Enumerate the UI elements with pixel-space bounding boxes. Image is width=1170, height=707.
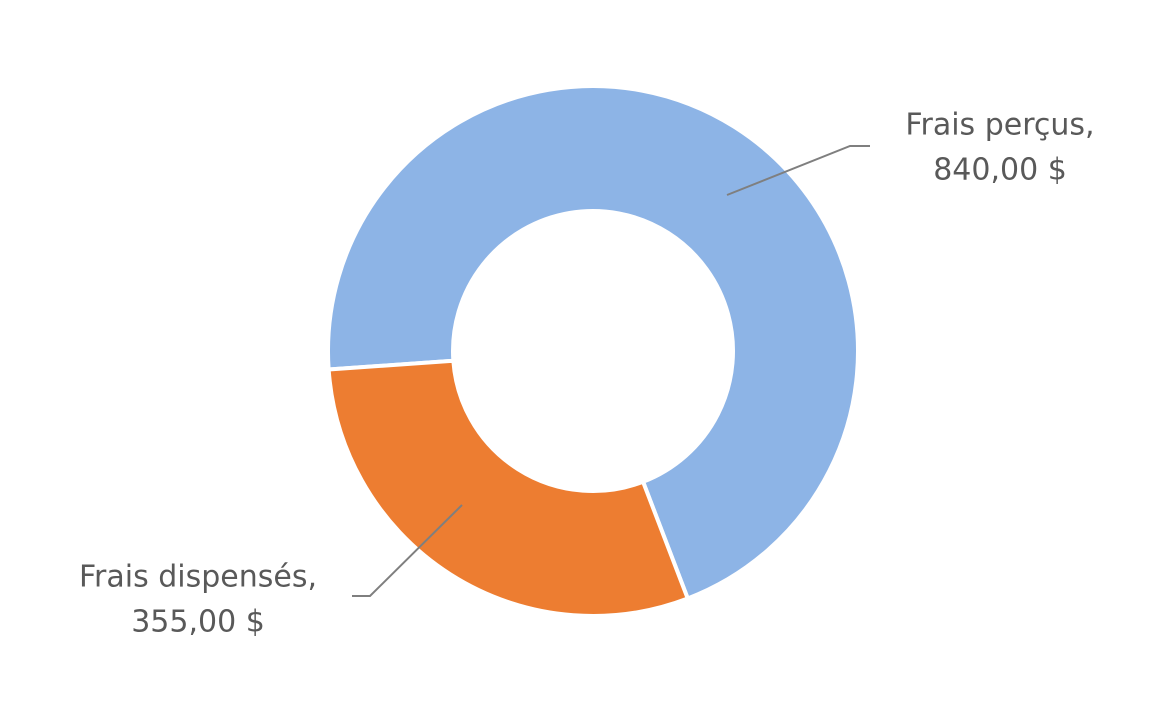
leader-line [352,504,463,597]
value-label: 840,00 $ [933,153,1067,188]
donut-slice [326,84,860,602]
value-label: 355,00 $ [131,605,265,640]
donut-slice [326,358,691,618]
leader-line [726,145,870,196]
category-label: Frais dispensés, [79,560,317,595]
category-label: Frais perçus, [905,108,1094,143]
